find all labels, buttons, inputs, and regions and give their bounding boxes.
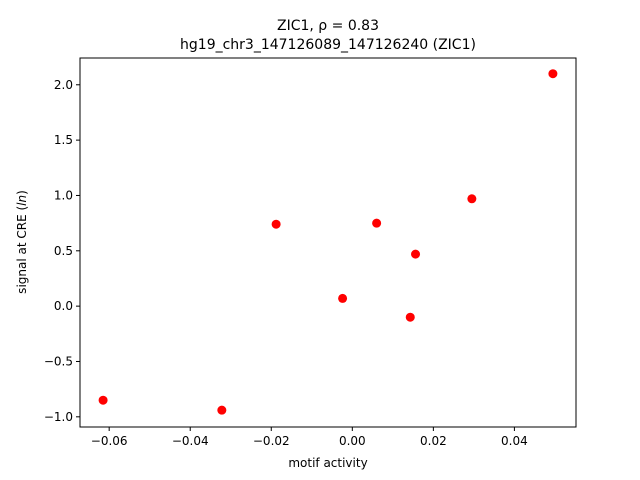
- data-point: [338, 293, 348, 303]
- y-tick-label: 0.0: [54, 299, 73, 313]
- y-tick-label: −0.5: [44, 354, 73, 368]
- data-point: [411, 249, 421, 259]
- y-tick-label: 0.5: [54, 244, 73, 258]
- x-tick-label: 0.02: [420, 434, 447, 448]
- y-tick-label: 1.0: [54, 188, 73, 202]
- x-tick-label: −0.06: [91, 434, 128, 448]
- data-point: [548, 69, 558, 79]
- data-point: [405, 312, 415, 322]
- x-tick-label: 0.04: [501, 434, 528, 448]
- x-tick-label: −0.02: [253, 434, 290, 448]
- x-tick-label: −0.04: [172, 434, 209, 448]
- x-tick-label: 0.00: [339, 434, 366, 448]
- axis-ticks: −0.06 −0.04 −0.02 0.00 0.02 0.04 −1.0 −0.5 0.0 0.…: [44, 78, 528, 448]
- data-point: [372, 218, 382, 228]
- data-point: [98, 395, 108, 405]
- plot-frame: [79, 57, 577, 428]
- y-tick-label: −1.0: [44, 410, 73, 424]
- y-tick-label: 2.0: [54, 78, 73, 92]
- y-tick-label: 1.5: [54, 133, 73, 147]
- data-point: [271, 219, 281, 229]
- y-axis-label: signal at CRE (ln): [15, 190, 29, 294]
- data-points: [98, 69, 558, 415]
- data-point: [467, 194, 477, 204]
- chart-title-line2: hg19_chr3_147126089_147126240 (ZIC1): [180, 37, 476, 53]
- chart-title-line1: ZIC1, ρ = 0.83: [277, 18, 379, 34]
- data-point: [217, 405, 227, 415]
- x-axis-label: motif activity: [288, 456, 367, 470]
